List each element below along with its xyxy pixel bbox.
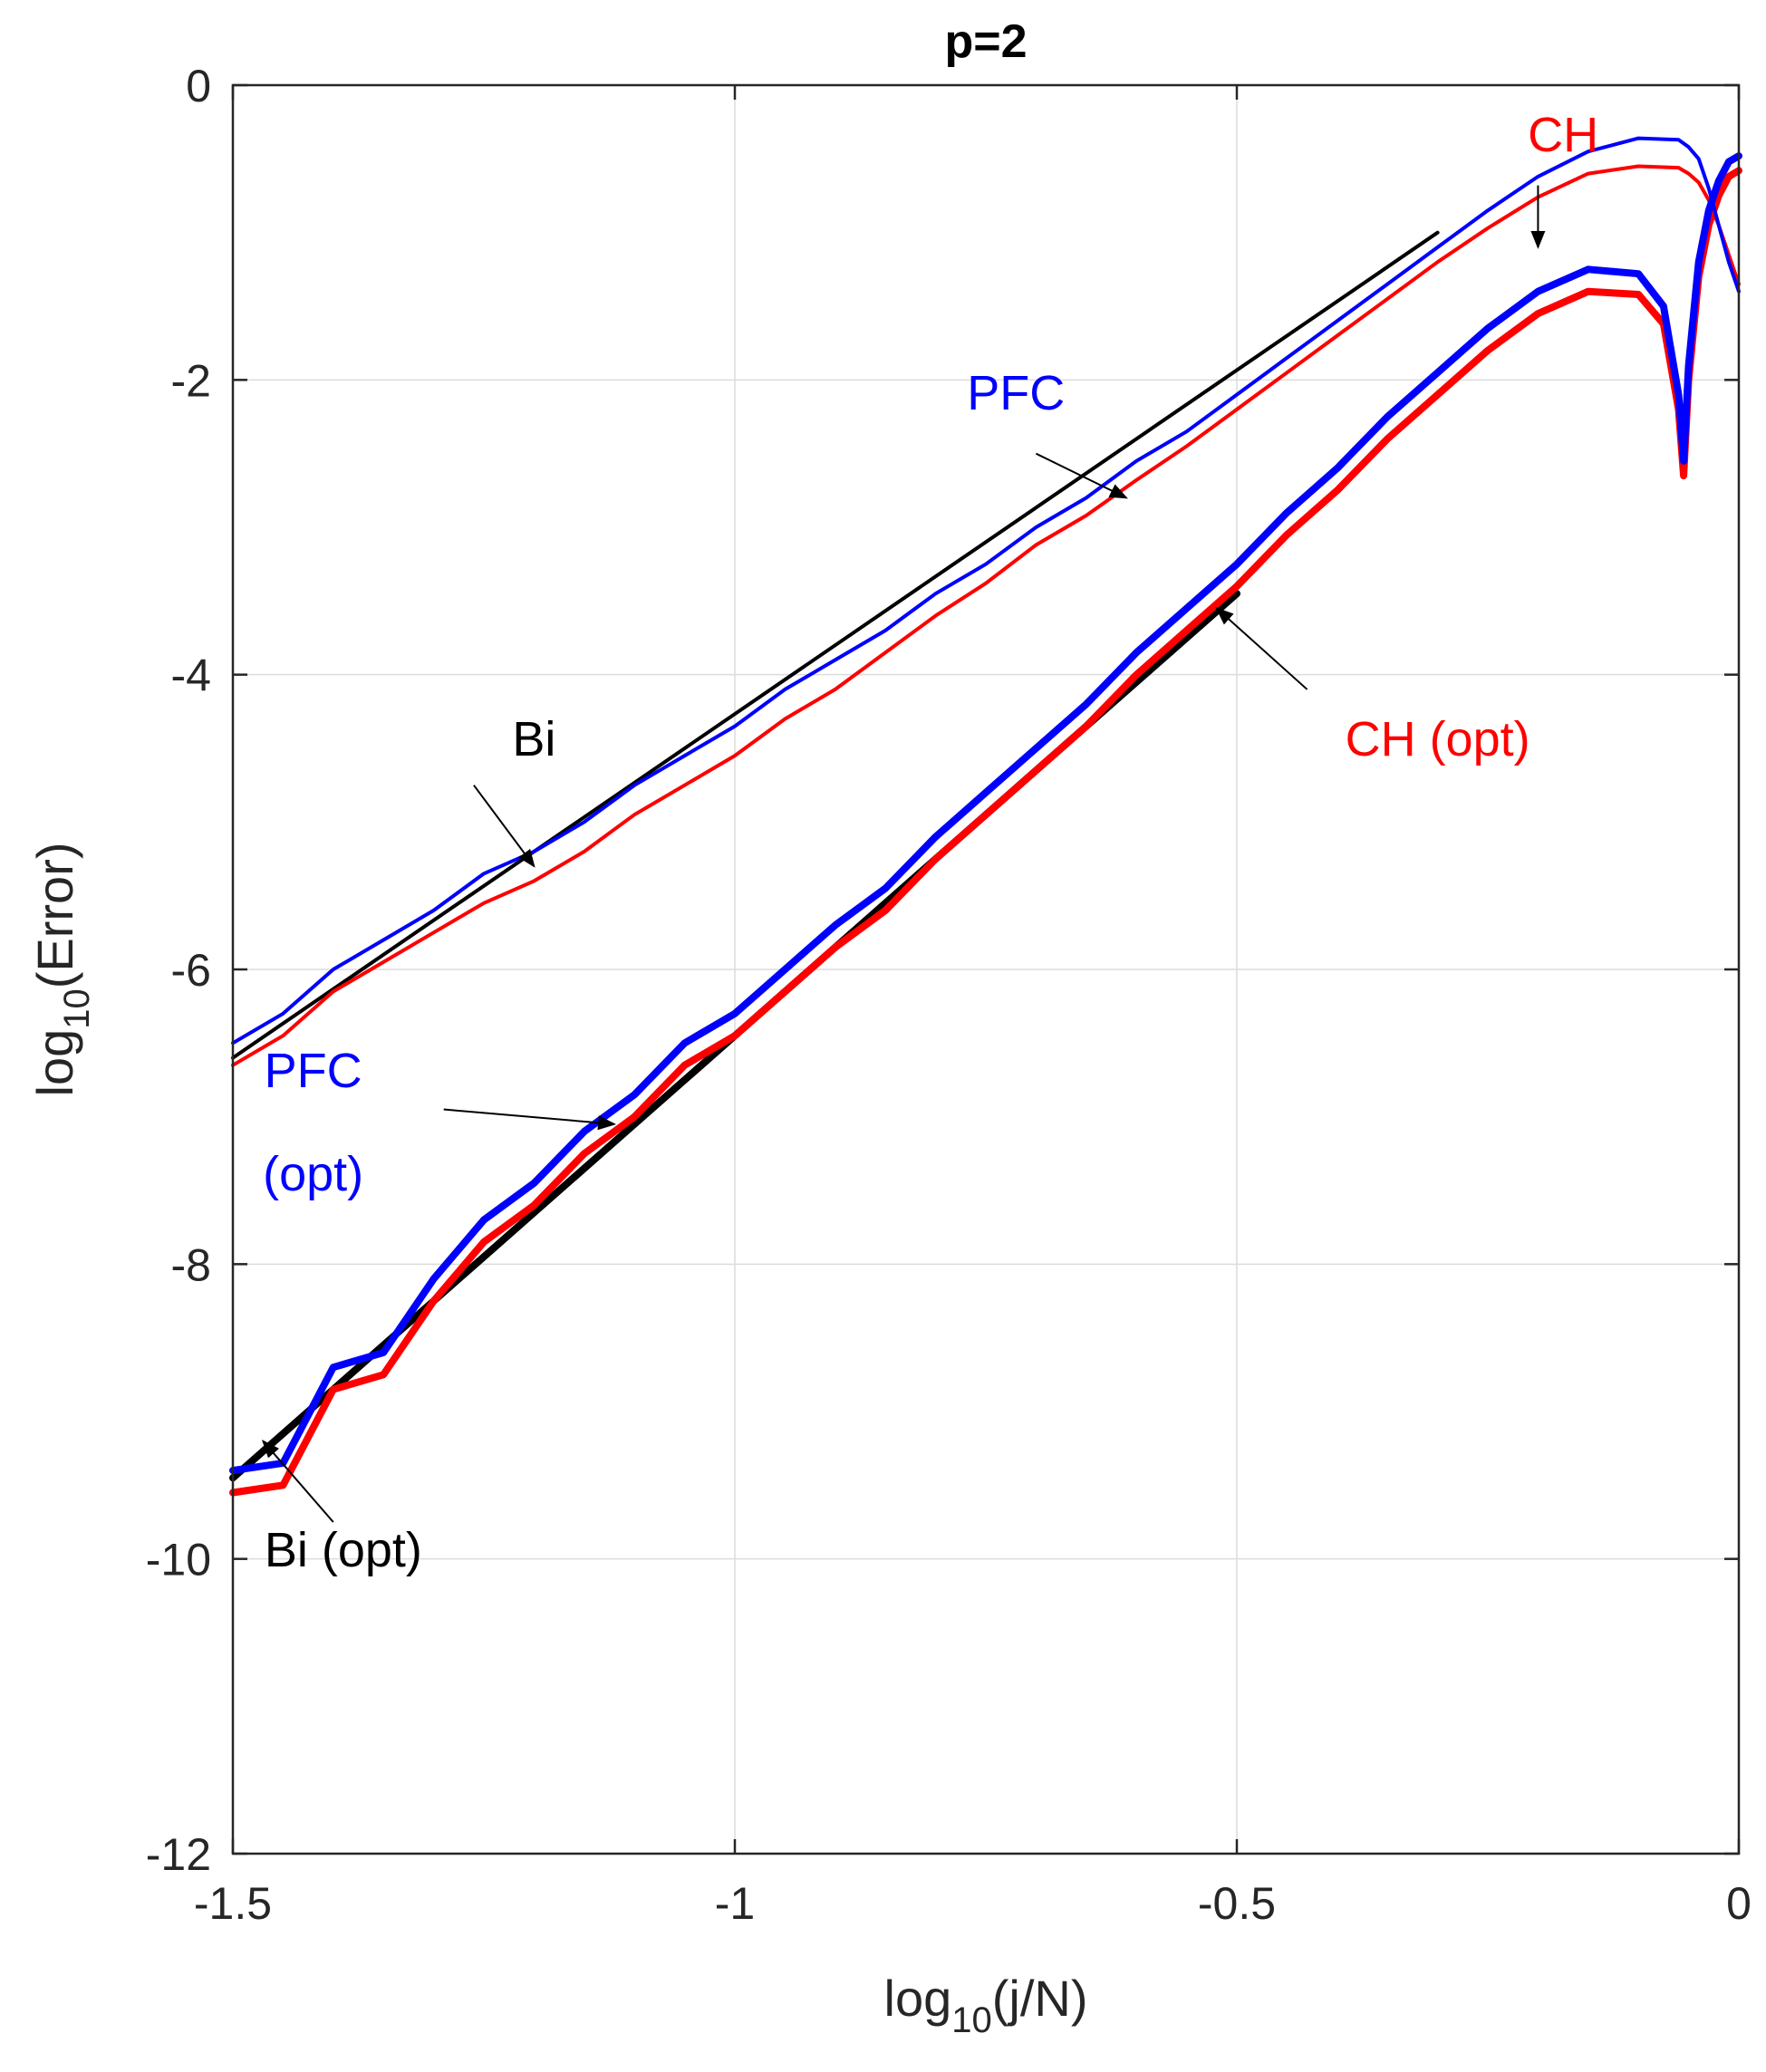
y-axis-label-rest: (Error) <box>26 843 83 989</box>
series-line-ch-opt <box>229 167 1742 1497</box>
x-axis-label-rest: (j/N) <box>992 1970 1088 2027</box>
x-tick-label: -1 <box>715 1878 755 1929</box>
y-axis-label-sub: 10 <box>57 988 97 1029</box>
x-axis-label-sub: 10 <box>951 2000 992 2040</box>
y-tick-label: -12 <box>146 1829 211 1880</box>
chart-title: p=2 <box>944 15 1027 68</box>
annotation-label-bi: Bi <box>512 712 555 766</box>
annotation-arrow-bi-opt <box>261 1440 334 1523</box>
y-axis-label: log10(Error) <box>26 843 97 1097</box>
y-tick-label: -4 <box>171 651 211 701</box>
annotation-arrow-bi <box>473 785 536 868</box>
x-tick-label: 0 <box>1726 1878 1752 1929</box>
annotation-label-opt: (opt) <box>263 1147 363 1201</box>
y-tick-label: -8 <box>171 1239 211 1290</box>
y-axis-label-base: log <box>26 1029 83 1097</box>
ticks: -1.5 -1 -0.5 0 0 -2 -4 -6 -8 -10 -12 <box>146 61 1752 1929</box>
y-tick-label: -2 <box>171 355 211 406</box>
annotation-arrow-ch-opt <box>1215 607 1308 690</box>
x-axis-label-base: log <box>884 1970 952 2027</box>
annotation-label-pfc: PFC <box>967 366 1065 420</box>
annotation-arrow-pfc <box>1035 452 1128 499</box>
annotations: CH PFC Bi CH (opt) PFC (opt) Bi (opt) <box>261 108 1598 1577</box>
grid <box>233 85 1739 1854</box>
y-tick-label: 0 <box>186 61 211 111</box>
x-axis-label: log10(j/N) <box>884 1970 1088 2040</box>
y-tick-label: -10 <box>146 1535 211 1585</box>
annotation-label-ch: CH <box>1528 108 1598 162</box>
y-tick-label: -6 <box>171 945 211 996</box>
annotation-arrow-pfc <box>443 1108 617 1131</box>
annotation-label-bi-opt: Bi (opt) <box>265 1523 422 1577</box>
x-tick-label: -1.5 <box>194 1878 272 1929</box>
x-tick-label: -0.5 <box>1198 1878 1276 1929</box>
annotation-label-pfc: PFC <box>265 1044 362 1098</box>
series-line-bi <box>231 230 1440 1060</box>
series-line-pfc-opt <box>229 152 1742 1475</box>
annotation-label-ch-opt: CH (opt) <box>1346 712 1530 766</box>
